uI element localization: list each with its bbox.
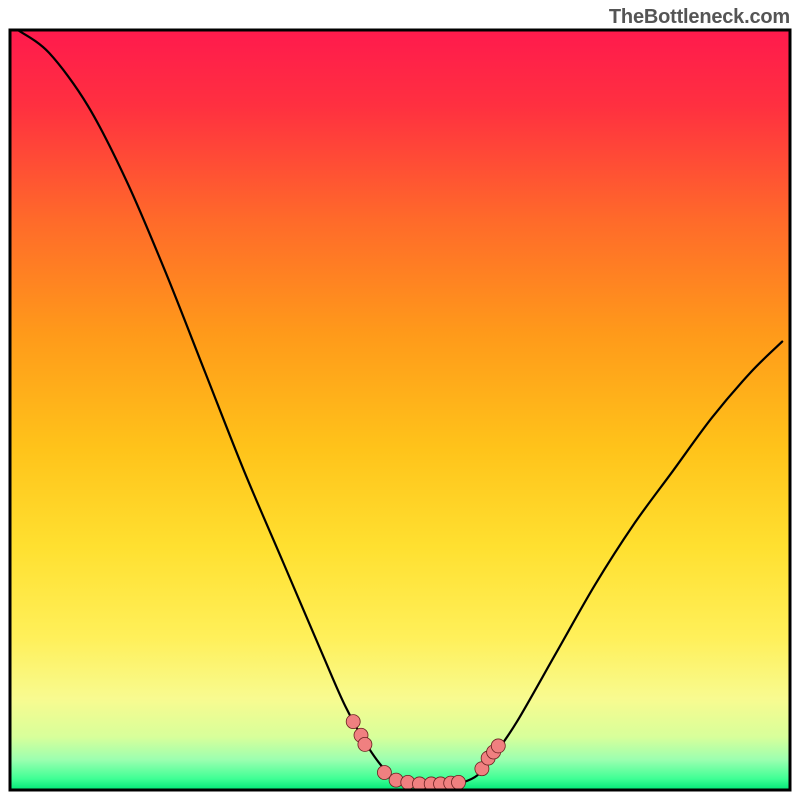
marker-point — [358, 737, 372, 751]
gradient-background — [10, 30, 790, 790]
chart-stage: TheBottleneck.com — [0, 0, 800, 800]
marker-point — [491, 739, 505, 753]
marker-point — [452, 775, 466, 789]
watermark-text: TheBottleneck.com — [609, 6, 790, 29]
marker-point — [346, 715, 360, 729]
bottleneck-chart — [0, 0, 800, 800]
